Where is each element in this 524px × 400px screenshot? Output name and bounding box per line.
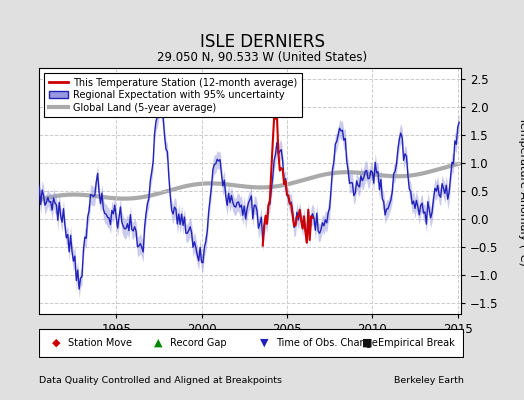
Text: Station Move: Station Move (68, 338, 132, 348)
Text: Time of Obs. Change: Time of Obs. Change (276, 338, 378, 348)
FancyBboxPatch shape (39, 329, 463, 358)
Text: ■: ■ (362, 338, 373, 348)
Text: Record Gap: Record Gap (170, 338, 227, 348)
Y-axis label: Temperature Anomaly (°C): Temperature Anomaly (°C) (518, 117, 524, 265)
Text: Empirical Break: Empirical Break (378, 338, 455, 348)
Text: ▲: ▲ (154, 338, 162, 348)
Text: ISLE DERNIERS: ISLE DERNIERS (200, 33, 324, 51)
Text: ◆: ◆ (52, 338, 61, 348)
Text: ▼: ▼ (260, 338, 268, 348)
Text: Data Quality Controlled and Aligned at Breakpoints: Data Quality Controlled and Aligned at B… (39, 376, 282, 385)
Text: Berkeley Earth: Berkeley Earth (394, 376, 464, 385)
Legend: This Temperature Station (12-month average), Regional Expectation with 95% uncer: This Temperature Station (12-month avera… (44, 73, 302, 118)
Text: 29.050 N, 90.533 W (United States): 29.050 N, 90.533 W (United States) (157, 52, 367, 64)
